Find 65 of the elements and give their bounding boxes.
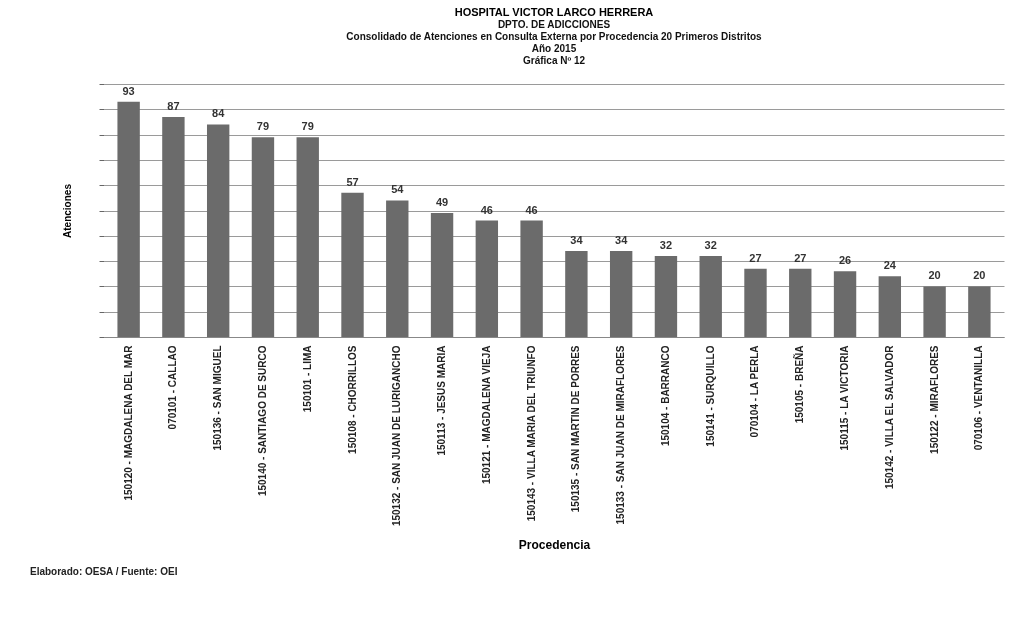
- x-tick-label: 150140 - SANTIAGO DE SURCO: [256, 345, 268, 497]
- x-tick-label: 150142 - VILLA EL SALVADOR: [883, 344, 895, 490]
- y-axis-title: Atenciones: [62, 183, 73, 238]
- x-tick-label: 070104 - LA PERLA: [749, 345, 761, 438]
- chart-subtitle: DPTO. DE ADICCIONES Consolidado de Atenciones en Consulta Externa por Procedencia 20 Primeros Distritos Año 2015 Gráfica Nº 12: [346, 18, 763, 66]
- bar: [206, 124, 230, 337]
- x-tick-label: 070101 - CALLAO: [167, 345, 179, 430]
- data-label: 54: [391, 183, 405, 196]
- x-tick-label: 150135 - SAN MARTIN DE PORRES: [570, 345, 582, 513]
- x-tick-label: 150141 - SURQUILLO: [704, 345, 716, 447]
- bar: [251, 137, 275, 337]
- x-tick-label: 150122 - MIRAFLORES: [928, 345, 940, 454]
- x-tick-label: 150105 - BREÑA: [793, 345, 806, 424]
- data-label: 27: [749, 251, 762, 264]
- bar: [923, 286, 946, 337]
- bar: [386, 200, 409, 337]
- data-label: 20: [973, 269, 986, 282]
- data-label: 34: [615, 233, 629, 246]
- bar: [968, 286, 991, 337]
- data-label: 26: [838, 254, 852, 267]
- bar: [117, 101, 140, 337]
- bar: [699, 256, 722, 337]
- bar: [162, 116, 185, 337]
- x-tick-label: 150132 - SAN JUAN DE LURIGANCHO: [391, 345, 403, 527]
- bar: [475, 220, 499, 337]
- bar: [520, 220, 543, 337]
- data-label: 49: [435, 196, 449, 209]
- x-tick-label: 150113 - JESUS MARIA: [436, 345, 448, 456]
- bar: [744, 268, 767, 337]
- x-tick-label: 150133 - SAN JUAN DE MIRAFLORES: [615, 345, 627, 525]
- x-tick-label: 150101 - LIMA: [301, 345, 313, 413]
- x-tick-label: 150108 - CHORRILLOS: [346, 345, 358, 454]
- data-label: 20: [928, 269, 941, 282]
- bar: [565, 250, 588, 337]
- data-label: 79: [256, 120, 270, 133]
- x-tick-label: 070106 - VENTANILLA: [973, 345, 985, 451]
- data-label: 32: [704, 239, 717, 252]
- x-tick-label: 150136 - SAN MIGUEL: [212, 345, 224, 451]
- bar: [341, 192, 364, 337]
- x-tick-label: 150104 - BARRANCO: [659, 345, 671, 447]
- bar: [654, 256, 678, 337]
- chart-title: HOSPITAL VICTOR LARCO HERRERA: [454, 5, 654, 18]
- data-label: 79: [301, 120, 314, 133]
- data-label: 84: [212, 107, 226, 120]
- data-label: 32: [659, 239, 673, 252]
- x-tick-label: 150143 - VILLA MARIA DEL TRIUNFO: [525, 345, 537, 522]
- x-tick-label: 150121 - MAGDALENA VIEJA: [480, 345, 492, 485]
- data-label: 93: [122, 84, 135, 97]
- data-label: 27: [794, 251, 807, 264]
- bar: [789, 268, 812, 337]
- data-label: 34: [570, 233, 584, 246]
- text: Elaborado: OESA / Fuente: OEI: [30, 566, 178, 577]
- data-label: 46: [525, 203, 538, 216]
- bar: [833, 271, 857, 337]
- bar: [296, 137, 319, 337]
- data-label: 87: [167, 99, 180, 112]
- data-label: 24: [883, 259, 897, 272]
- data-label: 57: [346, 175, 359, 188]
- x-tick-label: 150120 - MAGDALENA DEL MAR: [122, 344, 134, 501]
- data-label: 46: [480, 203, 493, 216]
- bar: [609, 250, 633, 337]
- x-axis-title: Procedencia: [518, 538, 591, 553]
- bar: [430, 213, 454, 337]
- bar: [878, 276, 902, 337]
- x-tick-label: 150115 - LA VICTORIA: [839, 345, 851, 451]
